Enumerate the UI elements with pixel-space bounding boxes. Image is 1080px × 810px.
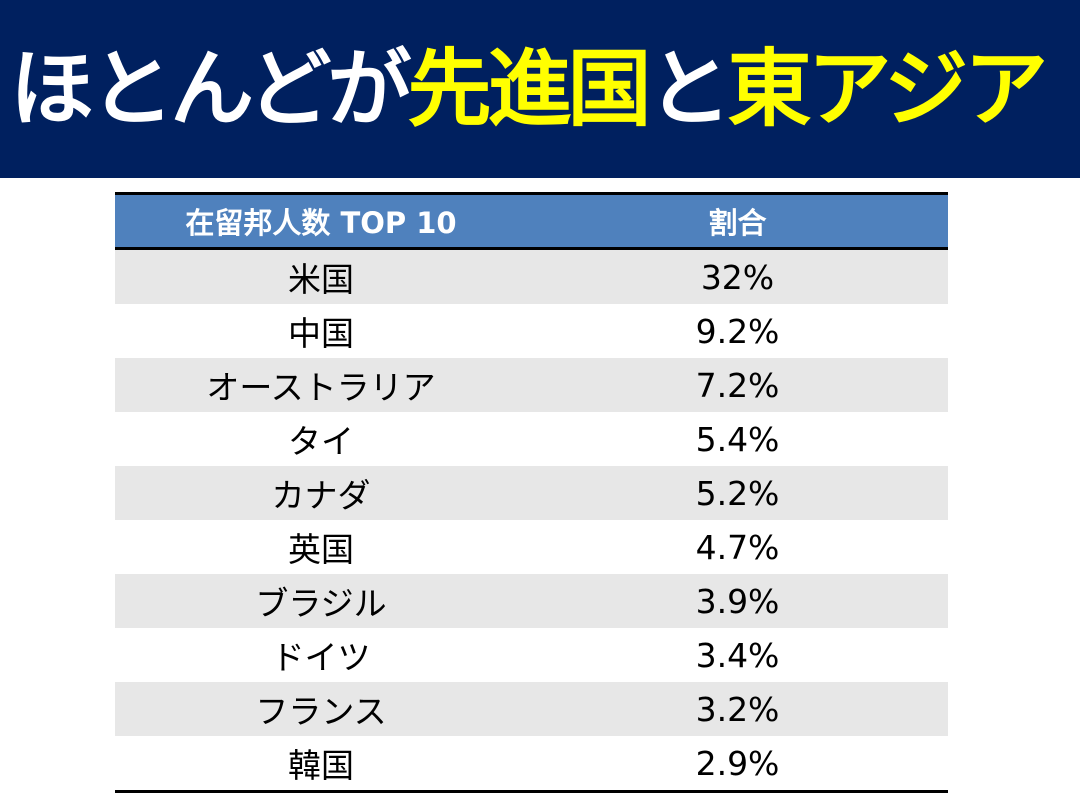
- table-row: ブラジル 3.9%: [115, 574, 948, 628]
- table-row: カナダ 5.2%: [115, 466, 948, 520]
- header-share: 割合: [527, 193, 948, 250]
- country-cell: ブラジル: [115, 574, 527, 628]
- table-row: 英国 4.7%: [115, 520, 948, 574]
- country-cell: カナダ: [115, 466, 527, 520]
- share-cell: 5.2%: [527, 466, 948, 520]
- share-cell: 4.7%: [527, 520, 948, 574]
- country-cell: ドイツ: [115, 628, 527, 682]
- table-row: 韓国 2.9%: [115, 736, 948, 792]
- share-cell: 5.4%: [527, 412, 948, 466]
- share-cell: 9.2%: [527, 304, 948, 358]
- share-cell: 3.9%: [527, 574, 948, 628]
- share-cell: 3.4%: [527, 628, 948, 682]
- country-cell: 韓国: [115, 736, 527, 792]
- table-row: ドイツ 3.4%: [115, 628, 948, 682]
- country-cell: タイ: [115, 412, 527, 466]
- country-cell: フランス: [115, 682, 527, 736]
- country-cell: 米国: [115, 248, 527, 304]
- country-cell: 英国: [115, 520, 527, 574]
- country-cell: 中国: [115, 304, 527, 358]
- share-cell: 32%: [527, 248, 948, 304]
- table-row: 米国 32%: [115, 248, 948, 304]
- title-part-3: と: [647, 40, 732, 138]
- table-header-row: 在留邦人数 TOP 10 割合: [115, 193, 948, 250]
- share-cell: 2.9%: [527, 736, 948, 792]
- title-part-4-highlight: 東アジア: [727, 40, 1049, 138]
- country-cell: オーストラリア: [115, 358, 527, 412]
- table-row: フランス 3.2%: [115, 682, 948, 736]
- table-row: 中国 9.2%: [115, 304, 948, 358]
- share-cell: 3.2%: [527, 682, 948, 736]
- slide-title: ほとんどが先進国と東アジア: [10, 47, 1048, 131]
- stats-table-container: 在留邦人数 TOP 10 割合 米国 32% 中国 9.2% オーストラリア 7.2% タイ…: [115, 192, 948, 793]
- title-banner: ほとんどが先進国と東アジア: [0, 0, 1080, 178]
- table-body: 米国 32% 中国 9.2% オーストラリア 7.2% タイ 5.4% カナダ 5.2% 英国 4.7…: [115, 248, 948, 792]
- residents-table: 在留邦人数 TOP 10 割合 米国 32% 中国 9.2% オーストラリア 7.2% タイ…: [115, 192, 948, 793]
- title-part-1: ほとんどが: [10, 40, 411, 138]
- table-row: オーストラリア 7.2%: [115, 358, 948, 412]
- share-cell: 7.2%: [527, 358, 948, 412]
- header-country: 在留邦人数 TOP 10: [115, 193, 527, 250]
- title-part-2-highlight: 先進国: [407, 40, 651, 138]
- table-row: タイ 5.4%: [115, 412, 948, 466]
